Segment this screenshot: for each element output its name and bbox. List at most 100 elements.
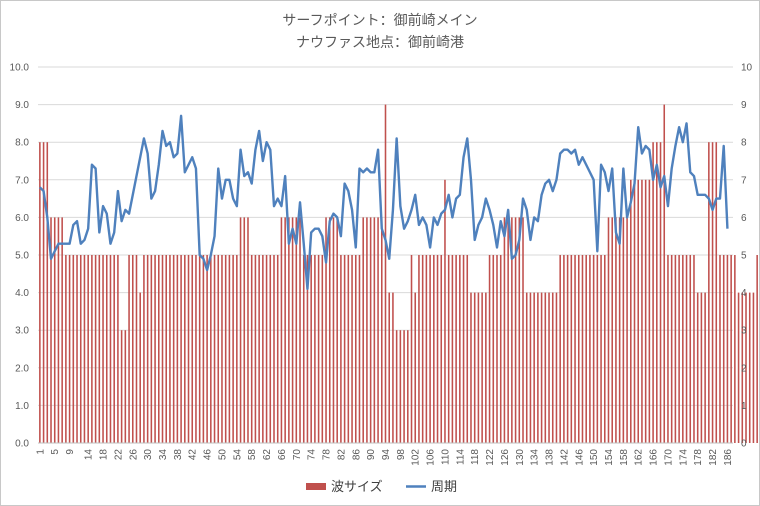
wave-size-bar	[618, 217, 621, 443]
y2-tick-label: 5	[741, 251, 747, 262]
wave-size-bar	[314, 255, 316, 443]
wave-size-bar	[511, 217, 513, 443]
wave-size-bar	[340, 255, 342, 443]
wave-size-bar	[715, 142, 718, 443]
wave-size-bar	[626, 217, 628, 443]
wave-size-bar	[611, 217, 613, 443]
wave-size-bar	[102, 255, 104, 443]
wave-size-bar	[310, 255, 312, 443]
wave-size-bar	[392, 292, 394, 443]
wave-size-bar	[306, 255, 309, 443]
wave-size-bar	[418, 255, 420, 443]
wave-size-bar	[113, 255, 115, 443]
wave-size-bar	[592, 255, 595, 443]
wave-size-bar	[143, 255, 145, 443]
wave-size-bar	[328, 217, 331, 443]
wave-size-bar	[254, 255, 257, 443]
wave-size-bar	[120, 330, 123, 443]
wave-size-bar	[696, 292, 699, 443]
wave-size-bar	[555, 292, 558, 443]
wave-size-bar	[395, 330, 398, 443]
wave-size-bar	[65, 255, 67, 443]
wave-size-bar	[91, 255, 93, 443]
y2-tick-label: 2	[741, 363, 747, 374]
wave-size-bar	[533, 292, 535, 443]
wave-size-bar	[570, 255, 573, 443]
wave-size-bar	[630, 179, 632, 444]
wave-size-bar	[258, 255, 260, 443]
x-tick-label: 186	[723, 449, 734, 466]
wave-size-bar	[659, 142, 662, 443]
wave-size-bar	[410, 255, 413, 443]
y-tick-label: 9.0	[15, 100, 29, 111]
wave-size-bar	[711, 142, 714, 443]
wave-size-bar	[488, 255, 491, 443]
y-tick-label: 2.0	[15, 363, 29, 374]
chart-title: サーフポイント：御前崎メイン	[282, 12, 477, 29]
y2-tick-label: 8	[741, 138, 747, 149]
wave-size-bar	[689, 255, 692, 443]
x-tick-label: 46	[203, 449, 214, 461]
wave-size-bar	[165, 255, 168, 443]
x-tick-label: 142	[559, 449, 570, 466]
wave-size-bar	[470, 292, 472, 443]
wave-size-bar	[176, 255, 179, 443]
wave-size-bar	[730, 255, 732, 443]
x-tick-label: 58	[247, 449, 258, 461]
wave-size-bar	[745, 292, 747, 443]
wave-size-bar	[514, 217, 517, 443]
wave-size-bar	[373, 217, 376, 443]
x-tick-label: 170	[663, 449, 674, 466]
x-tick-label: 86	[351, 449, 362, 461]
x-tick-label: 38	[173, 449, 184, 461]
y-tick-label: 8.0	[15, 138, 29, 149]
wave-size-bar	[667, 255, 669, 443]
wave-size-bar	[444, 179, 446, 444]
wave-size-bar	[589, 255, 591, 443]
wave-size-bar	[366, 217, 368, 443]
wave-size-bar	[302, 255, 305, 443]
wave-size-bar	[548, 292, 550, 443]
wave-size-bar	[722, 255, 725, 443]
wave-size-bar	[566, 255, 569, 443]
x-tick-label: 66	[277, 449, 288, 461]
wave-size-bar	[336, 217, 338, 443]
wave-size-bar	[407, 330, 409, 443]
wave-size-bar	[325, 217, 327, 443]
x-tick-label: 9	[65, 449, 76, 455]
x-tick-label: 182	[708, 449, 719, 466]
wave-size-bar	[288, 217, 290, 443]
wave-size-bar	[485, 292, 487, 443]
x-tick-label: 70	[292, 449, 303, 461]
wave-size-bar	[499, 255, 502, 443]
wave-size-bar	[377, 217, 379, 443]
wave-size-bar	[540, 292, 543, 443]
y2-tick-label: 7	[741, 175, 747, 186]
wave-size-bar	[522, 217, 524, 443]
wave-size-bar	[79, 255, 82, 443]
x-tick-label: 98	[396, 449, 407, 461]
wave-size-bar	[87, 255, 89, 443]
wave-size-bar	[429, 255, 431, 443]
wave-size-bar	[46, 142, 49, 443]
wave-size-bar	[477, 292, 480, 443]
legend-bar-label: 波サイズ	[331, 479, 383, 495]
wave-size-bar	[236, 255, 238, 443]
wave-size-bar	[61, 217, 63, 443]
y2-tick-label: 10	[741, 63, 753, 74]
x-tick-label: 150	[589, 449, 600, 466]
wave-size-bar	[172, 255, 175, 443]
y-tick-label: 4.0	[15, 288, 29, 299]
wave-size-bar	[678, 255, 680, 443]
wave-size-bar	[332, 217, 335, 443]
x-tick-label: 34	[158, 449, 169, 461]
wave-size-bar	[704, 292, 706, 443]
wave-size-bar	[76, 255, 78, 443]
wave-size-bar	[180, 255, 182, 443]
wave-size-bar	[648, 179, 651, 444]
wave-size-bar	[492, 255, 495, 443]
wave-size-bar	[221, 255, 223, 443]
wave-size-bar	[217, 255, 220, 443]
x-tick-label: 78	[322, 449, 333, 461]
x-tick-label: 62	[262, 449, 273, 461]
